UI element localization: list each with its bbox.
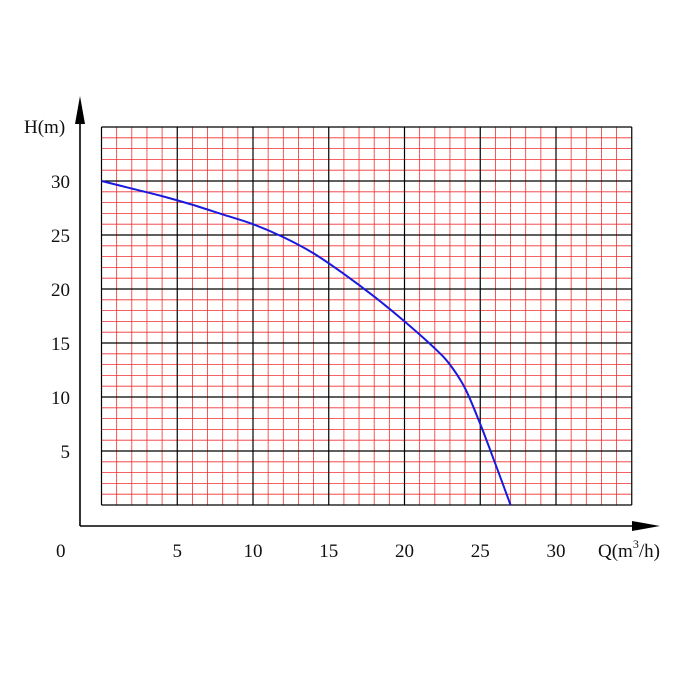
y-axis-title: H(m) xyxy=(24,117,65,138)
y-tick-label: 30 xyxy=(51,172,70,193)
axes xyxy=(75,96,660,531)
x-tick-label: 30 xyxy=(547,541,566,562)
x-tick-label: 20 xyxy=(395,541,414,562)
y-axis-arrow xyxy=(75,96,85,124)
origin-label: 0 xyxy=(56,541,66,562)
y-tick-label: 20 xyxy=(51,280,70,301)
x-tick-label: 15 xyxy=(319,541,338,562)
y-tick-label: 15 xyxy=(51,334,70,355)
series-line xyxy=(101,180,512,506)
y-tick-label: 25 xyxy=(51,226,70,247)
y-tick-label: 10 xyxy=(51,388,70,409)
x-tick-label: 10 xyxy=(244,541,263,562)
x-tick-label: 25 xyxy=(471,541,490,562)
x-tick-label: 5 xyxy=(173,541,183,562)
x-axis-arrow xyxy=(632,521,660,531)
tick-labels: 5 10 15 20 25 30 5 10 15 20 25 30 xyxy=(51,172,566,562)
y-tick-label: 5 xyxy=(61,442,71,463)
minor-grid xyxy=(101,127,632,505)
x-axis-title: Q(m3/h) xyxy=(598,537,660,562)
series-layer xyxy=(101,180,512,506)
major-grid xyxy=(100,126,633,506)
